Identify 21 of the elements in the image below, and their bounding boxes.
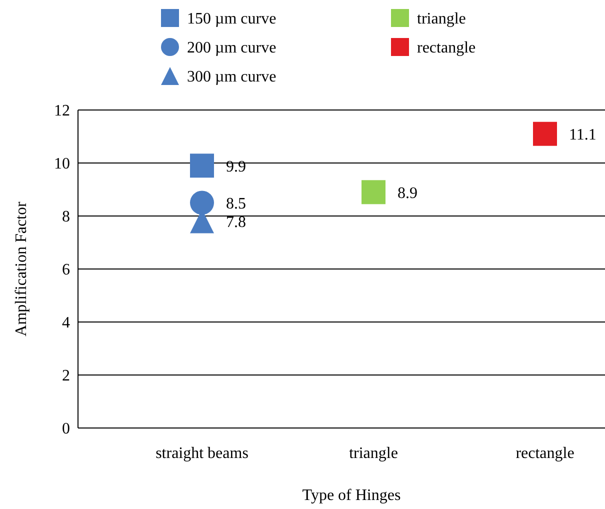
legend-label: triangle: [417, 10, 466, 28]
y-tick-label: 12: [54, 102, 70, 120]
y-tick-label: 0: [62, 420, 70, 438]
legend-label: 150 µm curve: [187, 10, 276, 28]
y-tick-label: 2: [62, 368, 70, 385]
y-axis-title: Amplification Factor: [13, 201, 30, 336]
data-label: 7.8: [226, 214, 246, 231]
x-tick-label: rectangle: [516, 445, 574, 462]
y-tick-label: 6: [62, 262, 70, 279]
y-tick-label: 8: [62, 208, 70, 226]
legend-label: rectangle: [417, 40, 476, 57]
x-axis-title: Type of Hinges: [302, 487, 401, 504]
data-label: 11.1: [569, 126, 596, 144]
legend-label: 200 µm curve: [187, 40, 276, 57]
data-label: 8.9: [398, 184, 418, 202]
x-tick-label: straight beams: [156, 445, 248, 462]
x-tick-label: triangle: [349, 445, 398, 462]
y-tick-label: 10: [54, 156, 70, 173]
data-label: 8.5: [226, 195, 246, 212]
legend-label: 300 µm curve: [187, 68, 276, 86]
y-tick-label: 4: [62, 314, 70, 332]
